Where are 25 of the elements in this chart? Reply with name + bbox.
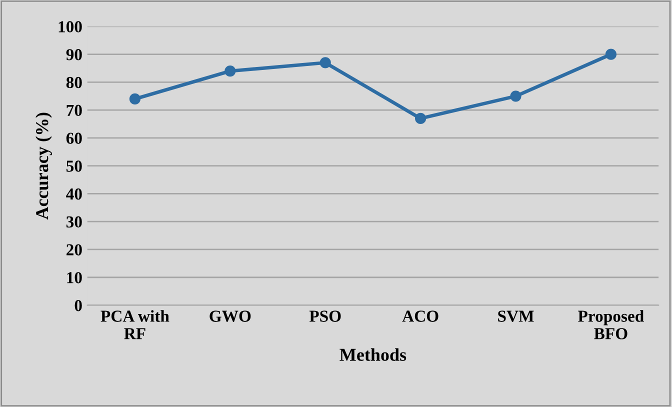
point bbox=[510, 90, 522, 102]
y-tick-label: 10 bbox=[67, 272, 82, 284]
point bbox=[605, 48, 617, 60]
x-tick-label: PSO bbox=[309, 310, 341, 322]
point bbox=[224, 66, 236, 77]
x-tick-label: SVM bbox=[498, 310, 534, 322]
y-tick-label: 70 bbox=[66, 104, 82, 116]
point bbox=[129, 93, 141, 104]
y-tick-label: 30 bbox=[66, 216, 82, 228]
y-tick-label: 50 bbox=[66, 160, 82, 172]
y-tick-label: 90 bbox=[66, 49, 82, 60]
y-tick-label: 40 bbox=[66, 188, 82, 200]
point bbox=[415, 112, 426, 124]
x-tick-label: GWO bbox=[210, 310, 251, 322]
x-tick-label: PCA with RF bbox=[100, 310, 170, 340]
y-tick-label: 60 bbox=[66, 132, 82, 144]
x-tick-label: Proposed BFO bbox=[578, 310, 644, 340]
y-tick-label: 0 bbox=[74, 300, 82, 312]
point bbox=[320, 57, 331, 68]
x-tick-label: ACO bbox=[402, 310, 438, 322]
x-axis-title: Methods bbox=[340, 348, 406, 361]
y-tick-label: 100 bbox=[58, 21, 82, 32]
y-tick-label: 80 bbox=[66, 76, 82, 88]
y-tick-label: 20 bbox=[66, 244, 82, 256]
y-axis-title: Accuracy (%) bbox=[36, 112, 52, 220]
